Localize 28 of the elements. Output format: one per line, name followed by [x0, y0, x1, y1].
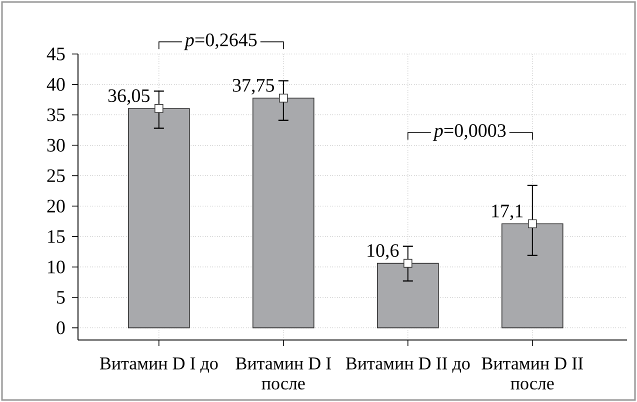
point: [279, 94, 288, 103]
data-label: 10,6: [368, 244, 399, 260]
y-tick-label: 35: [47, 108, 65, 122]
y-tick-label: 5: [57, 291, 65, 304]
bar: [128, 108, 190, 328]
point: [154, 104, 164, 113]
bar: [252, 98, 314, 328]
y-tick-label: 30: [47, 138, 65, 152]
y-tick-label: 20: [47, 200, 65, 213]
annotation: p=0,0003: [432, 124, 506, 141]
y-tick-label: 10: [48, 260, 65, 274]
bar: [377, 262, 439, 328]
x-tick-label: Витамин D II после: [482, 358, 583, 390]
point: [528, 219, 537, 228]
y-tick-label: 40: [46, 78, 65, 91]
x-tick-label: Витамин D I после: [236, 358, 331, 390]
point: [404, 258, 412, 268]
x-tick-label: Витамин D II до: [346, 358, 470, 373]
y-tick-label: 45: [46, 48, 65, 60]
y-tick-label: 0: [56, 321, 65, 334]
data-label: 36,05: [108, 89, 150, 105]
bar: [501, 223, 564, 328]
y-tick-label: 25: [47, 169, 65, 182]
data-label: 17,1: [492, 204, 523, 220]
x-tick-label: Витамин D I до: [100, 358, 218, 373]
y-tick-label: 15: [48, 230, 65, 243]
data-label: 37,75: [232, 78, 274, 94]
text: p=0,2645: [184, 34, 257, 50]
